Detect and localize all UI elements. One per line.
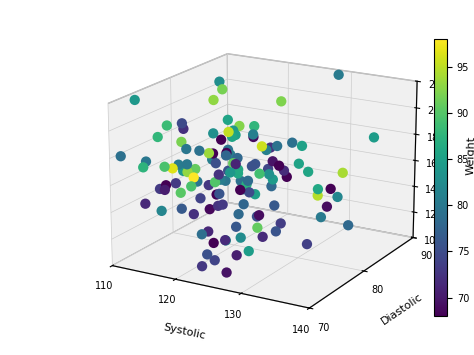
Y-axis label: Diastolic: Diastolic [380,292,425,327]
X-axis label: Systolic: Systolic [163,323,207,342]
